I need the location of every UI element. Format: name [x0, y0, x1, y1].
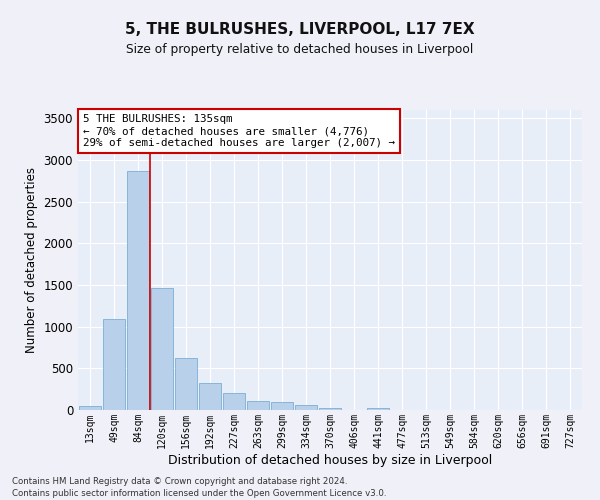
Bar — [271, 402, 293, 410]
Text: Contains HM Land Registry data © Crown copyright and database right 2024.: Contains HM Land Registry data © Crown c… — [12, 478, 347, 486]
Bar — [79, 406, 101, 410]
Text: 5 THE BULRUSHES: 135sqm
← 70% of detached houses are smaller (4,776)
29% of semi: 5 THE BULRUSHES: 135sqm ← 70% of detache… — [83, 114, 395, 148]
Text: Contains public sector information licensed under the Open Government Licence v3: Contains public sector information licen… — [12, 489, 386, 498]
Bar — [319, 408, 341, 410]
Bar — [199, 382, 221, 410]
Text: 5, THE BULRUSHES, LIVERPOOL, L17 7EX: 5, THE BULRUSHES, LIVERPOOL, L17 7EX — [125, 22, 475, 38]
Text: Size of property relative to detached houses in Liverpool: Size of property relative to detached ho… — [127, 42, 473, 56]
Bar — [127, 171, 149, 410]
Bar — [175, 358, 197, 410]
Bar — [247, 401, 269, 410]
Bar — [295, 404, 317, 410]
Bar — [103, 319, 125, 410]
Bar — [223, 394, 245, 410]
Bar — [367, 408, 389, 410]
Y-axis label: Number of detached properties: Number of detached properties — [25, 167, 38, 353]
X-axis label: Distribution of detached houses by size in Liverpool: Distribution of detached houses by size … — [168, 454, 492, 466]
Bar — [151, 288, 173, 410]
